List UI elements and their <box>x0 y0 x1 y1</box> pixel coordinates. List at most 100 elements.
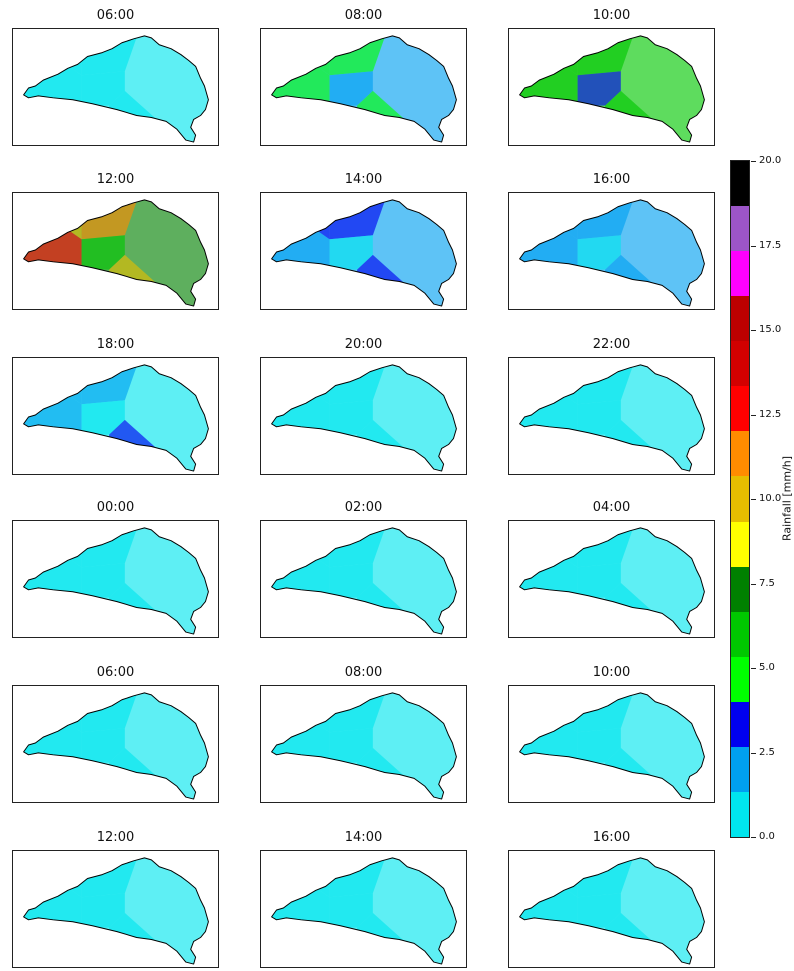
panel-title: 00:00 <box>96 500 135 515</box>
map-panel: 06:00 <box>12 8 219 146</box>
map-panel: 08:00 <box>260 665 467 803</box>
rainfall-cell-B-northwest <box>291 207 330 240</box>
rainfall-cell-B-northwest <box>291 43 330 76</box>
panel-title: 22:00 <box>592 337 631 352</box>
rainfall-cell-D-center <box>81 563 125 598</box>
rainfall-cell-D-center <box>329 893 373 928</box>
rainfall-cell-D-center <box>577 893 621 928</box>
map-axes <box>12 685 219 803</box>
map-panel: 10:00 <box>508 8 715 146</box>
colorbar-tick-label: 10.0 <box>759 493 782 504</box>
colorbar-tick-label: 7.5 <box>759 577 775 589</box>
rainfall-cell-B-northwest <box>539 43 578 76</box>
map-panel: 00:00 <box>12 500 219 638</box>
colorbar-segment <box>731 566 749 612</box>
colorbar-segment <box>731 791 749 837</box>
map-axes <box>260 685 467 803</box>
colorbar-tick <box>751 330 756 331</box>
watershed-boundary <box>23 199 209 307</box>
watershed-boundary <box>271 527 457 635</box>
panel-title: 14:00 <box>344 830 383 845</box>
colorbar-segment <box>731 206 749 252</box>
map-panel: 16:00 <box>508 172 715 310</box>
rainfall-cell-D-center <box>329 563 373 598</box>
map-panel: 10:00 <box>508 665 715 803</box>
map-panel: 04:00 <box>508 500 715 638</box>
rainfall-cell-B-northwest <box>291 535 330 568</box>
panel-title: 08:00 <box>344 665 383 680</box>
map-axes <box>12 357 219 475</box>
colorbar-segment <box>731 476 749 522</box>
rainfall-cell-B-northwest <box>539 372 578 405</box>
map-axes <box>508 28 715 146</box>
watershed-boundary <box>519 527 705 635</box>
rainfall-cell-D-center <box>329 400 373 435</box>
watershed-boundary <box>519 35 705 143</box>
rainfall-cell-D-center <box>329 235 373 270</box>
colorbar-segment <box>731 656 749 702</box>
map-axes <box>260 192 467 310</box>
colorbar-tick-label: 0.0 <box>759 831 775 842</box>
rainfall-cell-D-center <box>329 728 373 763</box>
map-panel: 22:00 <box>508 337 715 475</box>
colorbar-segment <box>731 296 749 342</box>
map-axes <box>260 357 467 475</box>
map-panel: 14:00 <box>260 830 467 968</box>
colorbar-tick <box>751 245 756 247</box>
map-panel: 12:00 <box>12 830 219 968</box>
colorbar-tick <box>751 668 756 669</box>
rainfall-cell-D-center <box>577 728 621 763</box>
panel-title: 16:00 <box>592 830 631 845</box>
rainfall-cell-D-center <box>81 400 125 435</box>
rainfall-cell-D-center <box>81 235 125 270</box>
colorbar-tick-label: 20.0 <box>759 155 782 166</box>
map-axes <box>12 520 219 638</box>
panel-title: 16:00 <box>592 172 631 187</box>
watershed-boundary <box>23 857 209 965</box>
watershed-boundary <box>23 692 209 800</box>
colorbar-tick <box>751 499 756 500</box>
colorbar-tick <box>751 414 756 416</box>
rainfall-cell-B-northwest <box>43 372 82 405</box>
colorbar-segment <box>731 251 749 297</box>
colorbar-segment <box>731 161 749 207</box>
colorbar-segment <box>731 386 749 432</box>
panel-title: 20:00 <box>344 337 383 352</box>
watershed-boundary <box>519 364 705 472</box>
colorbar-tick <box>751 752 756 754</box>
map-panel: 12:00 <box>12 172 219 310</box>
watershed-boundary <box>23 35 209 143</box>
map-panel: 20:00 <box>260 337 467 475</box>
panel-title: 10:00 <box>592 665 631 680</box>
rainfall-cell-B-northwest <box>539 865 578 898</box>
map-axes <box>260 850 467 968</box>
colorbar-tick <box>751 837 756 838</box>
panel-title: 10:00 <box>592 8 631 23</box>
watershed-boundary <box>271 692 457 800</box>
map-panel: 06:00 <box>12 665 219 803</box>
colorbar-tick-label: 15.0 <box>759 324 782 335</box>
colorbar-segment <box>731 611 749 657</box>
rainfall-cell-B-northwest <box>539 207 578 240</box>
map-axes <box>508 192 715 310</box>
colorbar-tick <box>751 161 756 162</box>
panel-title: 06:00 <box>96 665 135 680</box>
map-axes <box>260 520 467 638</box>
panel-title: 06:00 <box>96 8 135 23</box>
panel-title: 14:00 <box>344 172 383 187</box>
watershed-boundary <box>271 364 457 472</box>
rainfall-cell-D-center <box>329 71 373 106</box>
panel-title: 18:00 <box>96 337 135 352</box>
rainfall-cell-B-northwest <box>43 700 82 733</box>
watershed-boundary <box>519 199 705 307</box>
map-panel: 18:00 <box>12 337 219 475</box>
colorbar-tick-label: 12.5 <box>759 408 782 420</box>
colorbar-segment <box>731 521 749 567</box>
colorbar <box>730 160 750 838</box>
panel-title: 12:00 <box>96 830 135 845</box>
rainfall-cell-B-northwest <box>43 207 82 240</box>
map-axes <box>12 850 219 968</box>
watershed-boundary <box>23 527 209 635</box>
panel-title: 04:00 <box>592 500 631 515</box>
